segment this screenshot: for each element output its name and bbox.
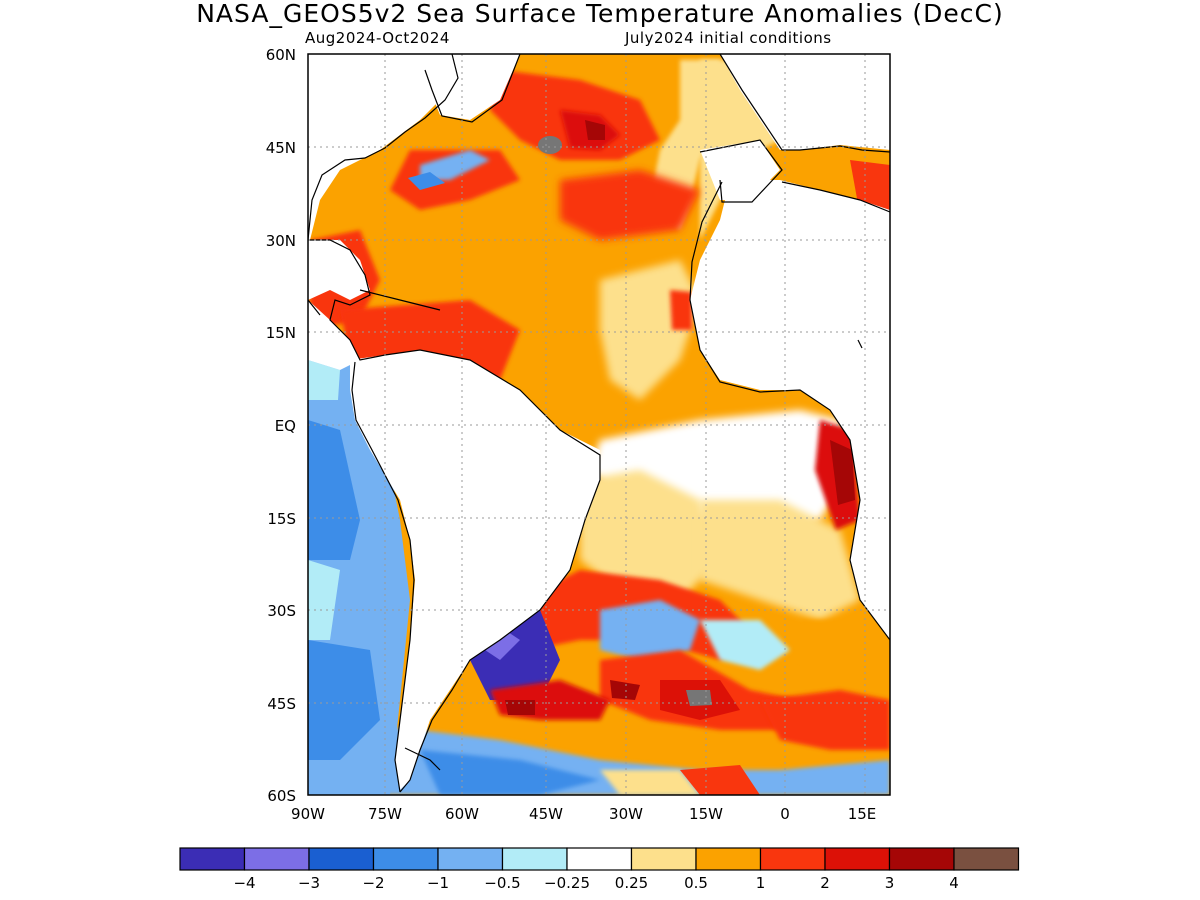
colorbar-swatch [308, 847, 375, 871]
drake-warm [680, 765, 760, 795]
colorbar-swatch [501, 847, 568, 871]
patagonian-peak [505, 700, 535, 715]
chile-neutral [308, 560, 340, 640]
colorbar-swatch [437, 847, 504, 871]
africa-coast [689, 181, 890, 641]
lon-label: 30W [609, 805, 643, 823]
colorbar-swatch [372, 847, 439, 871]
chile-cold [308, 640, 380, 760]
anomaly-field [308, 54, 890, 795]
colorbar-swatch [759, 847, 826, 871]
north-america-land-2 [308, 240, 370, 300]
lon-label: 90W [291, 805, 325, 823]
colorbar-swatch [566, 847, 633, 871]
max-anomaly-patch [538, 136, 562, 154]
hotspot-peak [585, 120, 605, 140]
south-atlantic-cool-patch [600, 600, 700, 660]
colorbar-label: 0.25 [615, 874, 648, 892]
central-america-land [308, 300, 360, 370]
lat-label: 30S [267, 602, 296, 620]
coastlines [308, 54, 890, 793]
south-america-land [350, 350, 600, 790]
colorbar-label: 0.5 [684, 874, 708, 892]
cape-verde-islands [857, 339, 863, 349]
gridlines [308, 54, 890, 795]
map-frame [307, 53, 891, 796]
lon-label: 0 [780, 805, 790, 823]
colorbar-swatch [888, 847, 955, 871]
iberia-coast [699, 139, 783, 203]
lon-label: 45W [529, 805, 563, 823]
latitude-axis: 60N 45N 30N 15N EQ 15S 30S 45S 60S [266, 46, 296, 805]
labrador-coast [424, 54, 521, 123]
colorbar-label: 3 [885, 874, 895, 892]
colorbar-label: −4 [233, 874, 255, 892]
lon-label: 60W [445, 805, 479, 823]
colorbar-swatch [953, 847, 1020, 871]
peru-cold [308, 420, 360, 560]
colorbar-label: −1 [427, 874, 449, 892]
lon-label: 15E [848, 805, 877, 823]
north-africa-coast [781, 181, 890, 213]
labrador-land [420, 54, 520, 120]
labrador-cold-core [408, 172, 445, 190]
south-atlantic-neutral-patch [700, 620, 790, 670]
colorbar-label: 2 [820, 874, 830, 892]
lon-label: 15W [689, 805, 723, 823]
north-america-east-coast [308, 54, 459, 241]
map-title: NASA_GEOS5v2 Sea Surface Temperature Ano… [196, 0, 1004, 28]
mid-shelf-peak [610, 680, 640, 700]
lon-label: 75W [368, 805, 402, 823]
colorbar-label: −0.25 [544, 874, 590, 892]
senegal-warm [670, 290, 692, 330]
initial-conditions: July2024 initial conditions [625, 29, 832, 47]
southern-ocean-colder [420, 750, 600, 795]
colorbar-label: −3 [298, 874, 320, 892]
benguela-peak [830, 440, 855, 505]
colorbar-label: −2 [362, 874, 384, 892]
circumpolar-peak [686, 690, 712, 706]
colorbar-swatch [695, 847, 762, 871]
colorbar-label: 4 [949, 874, 959, 892]
mid-atlantic-warm [560, 170, 700, 240]
lat-label: 60N [266, 46, 296, 64]
forecast-period: Aug2024-Oct2024 [305, 29, 450, 47]
longitude-axis: 90W 75W 60W 45W 30W 15W 0 15E [291, 805, 876, 823]
south-america-west-coast [351, 361, 415, 793]
agulhas-warm [760, 690, 890, 750]
lat-label: 15N [266, 324, 296, 342]
labrador-cool [420, 150, 490, 180]
africa-land [690, 180, 890, 640]
lat-label: 60S [267, 787, 296, 805]
lat-label: 30N [266, 232, 296, 250]
lat-label: 15S [267, 510, 296, 528]
falklands-coast [404, 747, 441, 771]
colorbar-swatch [243, 847, 310, 871]
galapagos-neutral [308, 360, 340, 400]
lat-label: EQ [275, 417, 296, 435]
europe-land [720, 54, 890, 150]
colorbar-swatch [824, 847, 891, 871]
colorbar-label: −0.5 [484, 874, 520, 892]
americas-coastline [308, 239, 601, 793]
lat-label: 45N [266, 139, 296, 157]
drake-slight [600, 770, 700, 795]
colorbar-swatch [630, 847, 697, 871]
colorbar-swatch [179, 847, 246, 871]
colorbar: −4 −3 −2 −1 −0.5 −0.25 0.25 0.5 1 2 3 4 [179, 847, 1020, 892]
cape-warm [800, 620, 890, 680]
south-equatorial-slight [580, 470, 720, 600]
pacific-coast-detail [308, 299, 321, 316]
caribbean-islands [359, 289, 441, 311]
lat-label: 45S [267, 695, 296, 713]
colorbar-label: 1 [756, 874, 766, 892]
europe-coast [719, 54, 890, 153]
angola-slight [700, 500, 860, 620]
